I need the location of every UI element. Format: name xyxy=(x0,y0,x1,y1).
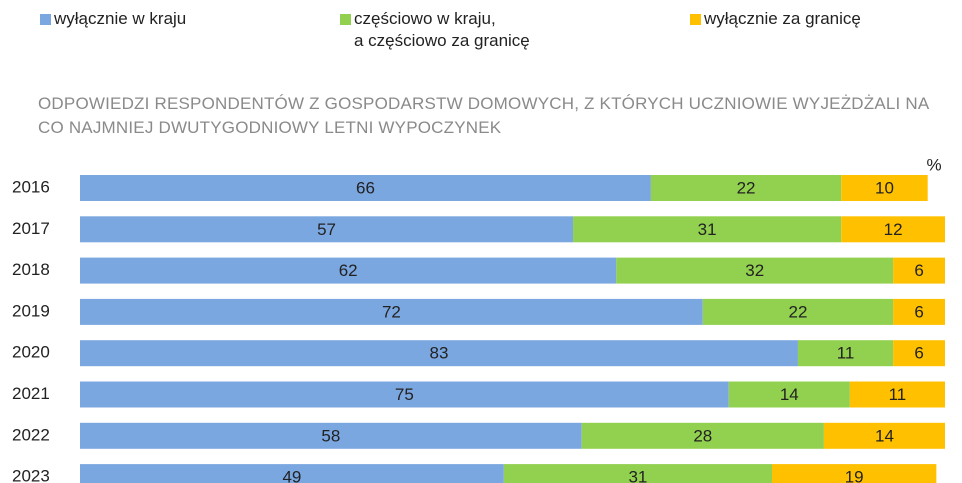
legend-item: częściowo w kraju, a częściowo za granic… xyxy=(340,8,530,52)
y-tick-label: 2022 xyxy=(12,425,50,444)
legend-swatch xyxy=(690,14,701,25)
bar-segment xyxy=(849,381,945,408)
value-label: 12 xyxy=(884,220,903,239)
value-label: 6 xyxy=(914,302,923,321)
value-label: 75 xyxy=(395,385,414,404)
y-tick-label: 2018 xyxy=(12,260,50,279)
legend-label: wyłącznie za granicę xyxy=(704,9,861,28)
bar-segment xyxy=(728,381,850,408)
y-tick-label: 2016 xyxy=(12,177,50,196)
legend-item: wyłącznie za granicę xyxy=(690,8,861,30)
bar-segment xyxy=(503,464,772,483)
y-tick-label: 2020 xyxy=(12,343,50,362)
bar-segment xyxy=(841,216,945,243)
bar-segment xyxy=(841,175,928,201)
value-label: 83 xyxy=(430,344,449,363)
bar-segment xyxy=(80,175,651,201)
value-label: 10 xyxy=(875,178,894,197)
bar-segment xyxy=(797,340,894,367)
value-label: 6 xyxy=(914,261,923,280)
value-label: 49 xyxy=(282,468,301,483)
value-label: 22 xyxy=(788,302,807,321)
value-label: 19 xyxy=(845,468,864,483)
value-label: 66 xyxy=(356,178,375,197)
value-label: 31 xyxy=(698,220,717,239)
y-tick-label: 2017 xyxy=(12,219,50,238)
value-label: 28 xyxy=(693,426,712,445)
bar-segment xyxy=(80,216,574,243)
value-label: 62 xyxy=(339,261,358,280)
value-label: 11 xyxy=(837,344,855,363)
y-tick-label: 2021 xyxy=(12,384,50,403)
legend-label: częściowo w kraju, a częściowo za granic… xyxy=(354,9,530,50)
bar-segment xyxy=(650,175,842,201)
bar-segment xyxy=(893,340,945,367)
bar-segment xyxy=(573,216,842,243)
bar-segment xyxy=(80,381,729,408)
y-tick-label: 2019 xyxy=(12,301,50,320)
legend-item: wyłącznie w kraju xyxy=(40,8,186,30)
chart-title: ODPOWIEDZI RESPONDENTÓW Z GOSPODARSTW DO… xyxy=(38,94,929,137)
value-label: 58 xyxy=(321,426,340,445)
legend-label: wyłącznie w kraju xyxy=(54,9,187,28)
value-label: 32 xyxy=(745,261,764,280)
value-label: 72 xyxy=(382,302,401,321)
bar-segment xyxy=(702,298,894,325)
value-label: 22 xyxy=(737,178,756,197)
bar-segment xyxy=(80,422,582,449)
value-label: 14 xyxy=(875,426,894,445)
bar-segment xyxy=(772,464,937,483)
bar-segment xyxy=(893,298,945,325)
bar-segment xyxy=(893,257,945,284)
unit-label: % xyxy=(926,155,941,174)
bar-segment xyxy=(80,298,703,325)
bar-segment xyxy=(80,257,617,284)
legend-swatch xyxy=(340,14,351,25)
y-tick-label: 2023 xyxy=(12,467,50,483)
bar-segment xyxy=(616,257,894,284)
legend-swatch xyxy=(40,14,51,25)
value-label: 11 xyxy=(889,385,907,404)
bar-segment xyxy=(80,464,504,483)
value-label: 57 xyxy=(317,220,336,239)
value-label: 14 xyxy=(780,385,799,404)
bar-segment xyxy=(80,340,798,367)
value-label: 6 xyxy=(914,344,923,363)
value-label: 31 xyxy=(628,468,647,483)
bar-segment xyxy=(823,422,945,449)
bar-segment xyxy=(581,422,824,449)
